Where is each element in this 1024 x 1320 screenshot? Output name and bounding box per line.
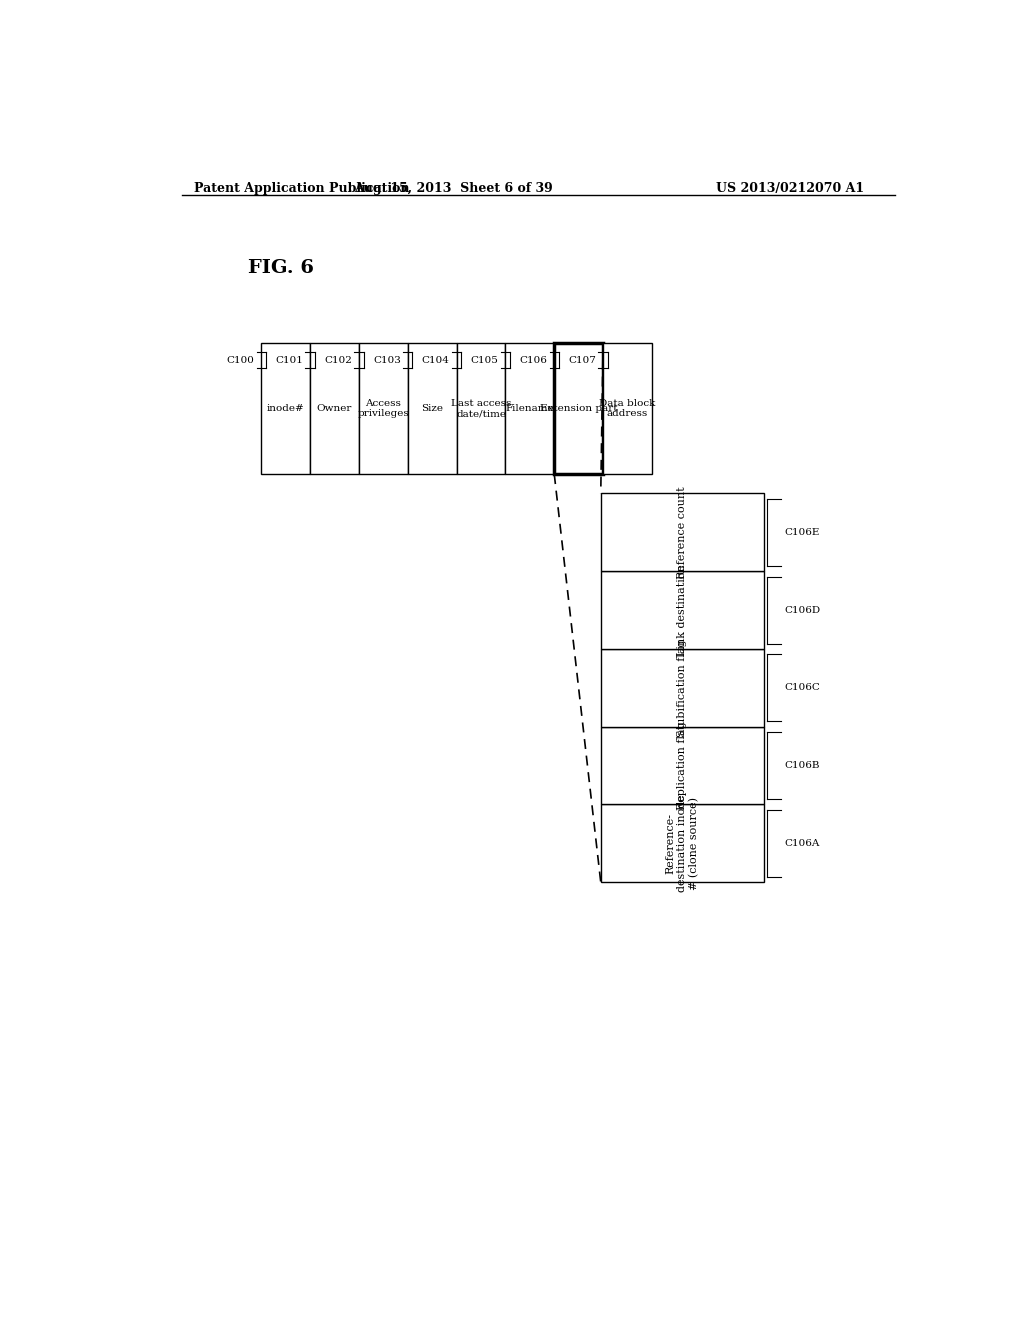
Bar	[603, 343, 652, 474]
Text: C106C: C106C	[784, 684, 820, 692]
Text: inode#: inode#	[267, 404, 304, 413]
Text: Data block
address: Data block address	[599, 399, 655, 418]
Text: C102: C102	[325, 355, 352, 364]
Text: Filename: Filename	[506, 404, 554, 413]
Bar	[601, 804, 764, 882]
Text: C106B: C106B	[784, 762, 820, 770]
Text: Reference count: Reference count	[677, 486, 687, 578]
Bar	[601, 572, 764, 649]
Text: Stubification flag: Stubification flag	[677, 639, 687, 737]
Text: Access
privileges: Access privileges	[357, 399, 410, 418]
Bar	[601, 649, 764, 726]
Text: Owner: Owner	[316, 404, 352, 413]
Text: Last access
date/time: Last access date/time	[451, 399, 511, 418]
Bar	[506, 343, 554, 474]
Text: Size: Size	[421, 404, 443, 413]
Bar	[554, 343, 603, 474]
Text: C101: C101	[275, 355, 303, 364]
Bar	[310, 343, 359, 474]
Text: C104: C104	[422, 355, 450, 364]
Bar	[457, 343, 506, 474]
Text: Aug. 15, 2013  Sheet 6 of 39: Aug. 15, 2013 Sheet 6 of 39	[354, 182, 553, 194]
Text: Replication flag: Replication flag	[677, 721, 687, 810]
Text: Extension part: Extension part	[540, 404, 617, 413]
Bar	[359, 343, 408, 474]
Text: C100: C100	[226, 355, 254, 364]
Text: FIG. 6: FIG. 6	[248, 259, 314, 276]
Text: C107: C107	[568, 355, 596, 364]
Text: C103: C103	[373, 355, 400, 364]
Text: Reference-
destination inode
# (clone source): Reference- destination inode # (clone so…	[666, 795, 699, 892]
Text: US 2013/0212070 A1: US 2013/0212070 A1	[716, 182, 864, 194]
Text: Link destination: Link destination	[677, 564, 687, 656]
Text: C106A: C106A	[784, 838, 820, 847]
Text: C105: C105	[471, 355, 499, 364]
Bar	[601, 726, 764, 804]
Text: C106: C106	[519, 355, 547, 364]
Text: C106D: C106D	[784, 606, 820, 615]
Bar	[601, 494, 764, 572]
Bar	[261, 343, 310, 474]
Bar	[408, 343, 457, 474]
Text: Patent Application Publication: Patent Application Publication	[194, 182, 410, 194]
Text: C106E: C106E	[784, 528, 820, 537]
